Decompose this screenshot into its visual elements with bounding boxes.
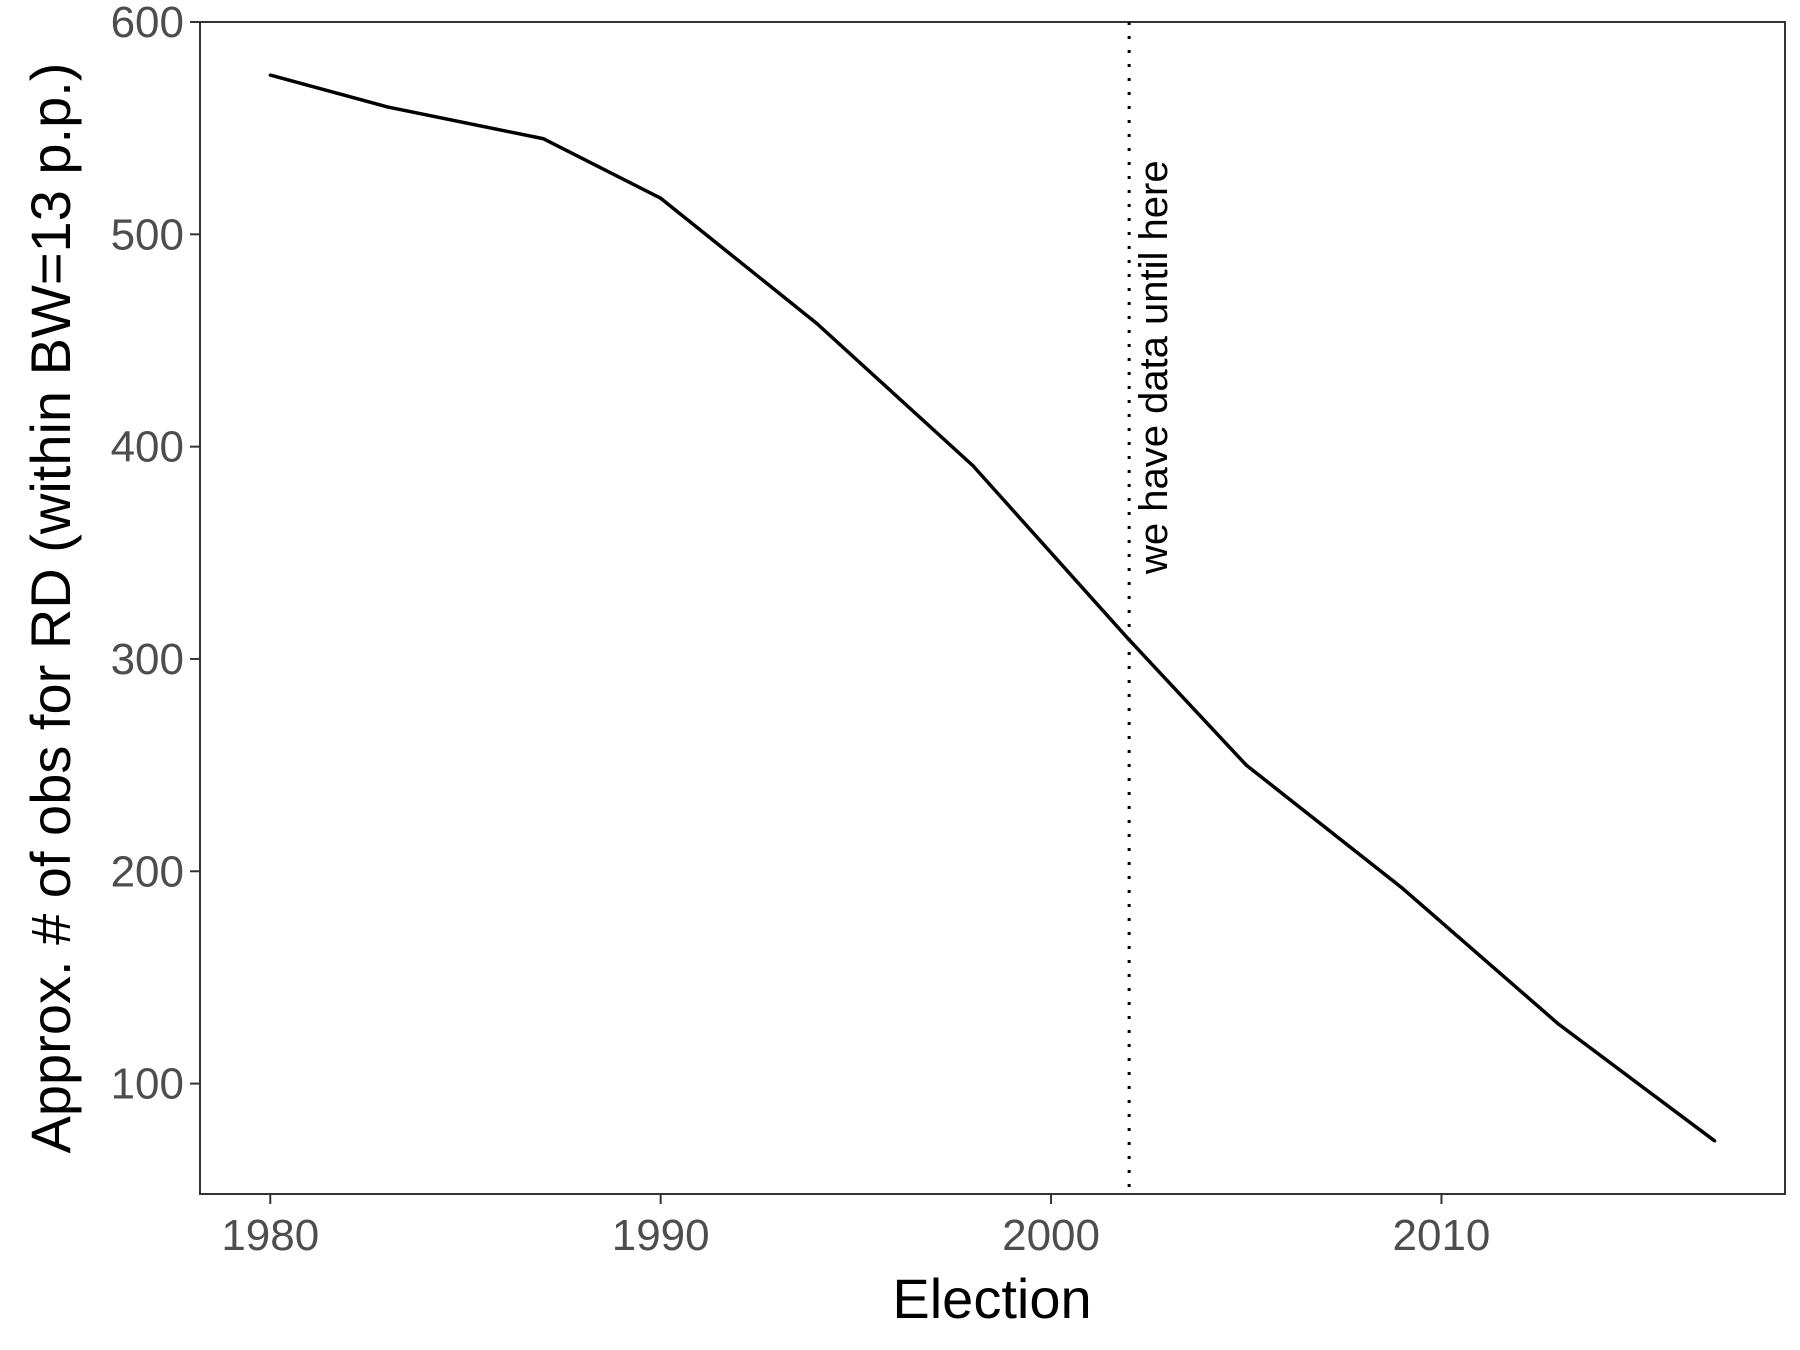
y-tick-label: 100 [111, 1060, 184, 1109]
data-points [268, 73, 1717, 1143]
x-tick-label: 1990 [612, 1211, 710, 1260]
y-axis-title: Approx. # of obs for RD (within BW=13 p.… [19, 63, 82, 1154]
data-point [268, 73, 272, 77]
x-tick-label: 1980 [221, 1211, 319, 1260]
y-axis: 100 200 300 400 500 600 [111, 0, 200, 1109]
data-point [385, 105, 389, 109]
reference-line-label: we have data until here [1132, 160, 1176, 575]
data-point [1400, 886, 1405, 890]
data-point [1244, 763, 1248, 767]
x-axis: 1980 1990 2000 2010 [221, 1194, 1490, 1260]
x-axis-title: Election [892, 1267, 1091, 1330]
data-point [541, 137, 546, 141]
data-point [971, 464, 975, 468]
y-tick-label: 200 [111, 847, 184, 896]
y-tick-label: 300 [111, 635, 184, 684]
data-point [815, 321, 819, 326]
data-point [1556, 1022, 1561, 1026]
data-point [659, 196, 663, 200]
y-tick-label: 400 [111, 423, 184, 472]
y-tick-label: 500 [111, 210, 184, 259]
plot-panel [199, 21, 1786, 1195]
x-tick-label: 2000 [1002, 1211, 1100, 1260]
x-tick-label: 2010 [1393, 1211, 1491, 1260]
data-point [1713, 1139, 1717, 1143]
y-tick-label: 600 [111, 0, 184, 47]
data-point [1127, 638, 1131, 642]
